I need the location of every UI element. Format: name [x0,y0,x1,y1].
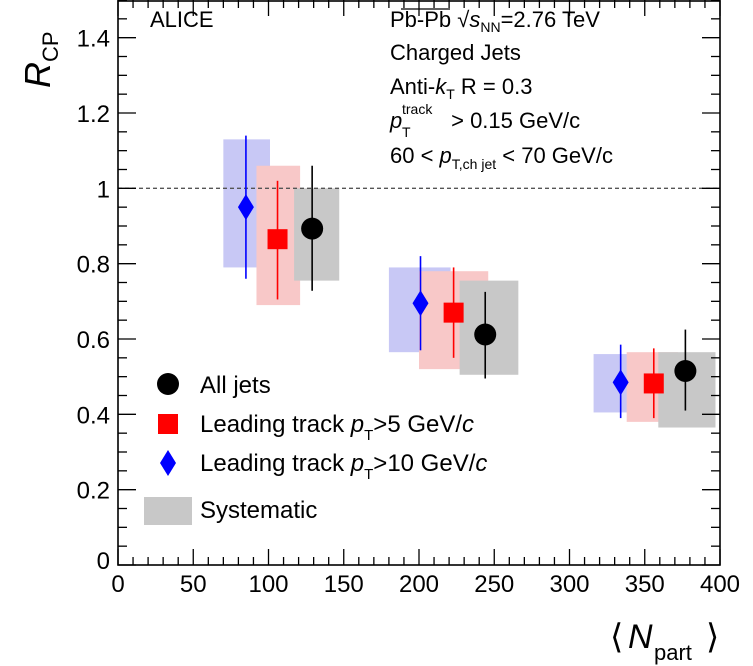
marker-leading10-1 [412,290,429,317]
y-axis-title-sub: CP [38,31,63,62]
sqrt-symbol: √ [457,7,470,32]
x-tick-label: 100 [248,571,288,598]
algo-pre: Anti- [390,74,435,99]
x-tick-label: 350 [625,571,665,598]
x-axis-title-rangle: ⟩ [706,618,719,656]
lt10-p: p [350,450,364,477]
marker-all-1 [474,323,497,346]
marker-leading5-2 [643,373,664,394]
legend: All jets Leading track pT>5 GeV/c Leadin… [144,372,487,525]
marker-leading5-1 [443,302,464,323]
y-tick-label: 0.4 [77,402,110,429]
lt10-pre: Leading track [200,450,351,477]
axis-ticks [117,0,721,566]
legend-marker-box [144,497,192,525]
lt5-c: c [462,411,474,438]
data-markers [237,194,697,396]
marker-leading10-0 [237,194,254,221]
x-tick-label: 200 [399,571,439,598]
x-tick-label: 300 [549,571,589,598]
legend-label-all-jets: All jets [200,372,271,399]
x-axis-title-sub: part [654,640,692,665]
y-tick-label: 0.6 [77,327,110,354]
collision-sub: NN [480,19,500,35]
legend-markers [144,373,192,525]
marker-all-2 [674,360,697,383]
x-tick-label: 150 [324,571,364,598]
algo-k: k [435,74,447,99]
collision-label: Pb-Pb √sNN=2.76 TeV [390,7,600,35]
y-axis-title-main: R [17,62,58,88]
jets-label: Charged Jets [390,40,521,65]
algo-sub: T [446,86,455,102]
lt10-c: c [475,450,487,477]
bin-post: < 70 GeV/c [496,143,613,168]
track-p-label: p [389,108,402,133]
lt5-sub: T [364,427,373,444]
legend-marker-square [158,414,178,434]
bin-label: 60 < pT,ch jet < 70 GeV/c [390,143,613,172]
marker-all-0 [301,217,324,240]
track-sub-label: T [402,124,411,140]
collision-s: s [469,7,480,32]
x-axis-title-main: N [628,618,653,656]
bin-p: p [439,143,452,168]
legend-label-leading5: Leading track pT>5 GeV/c [200,411,474,444]
y-axis-title: RCP [17,31,63,88]
lt5-pre: Leading track [200,411,351,438]
y-tick-label: 1 [97,176,110,203]
track-sup-label: track [402,101,433,117]
algorithm-label: Anti-kT R = 0.3 [390,74,532,102]
axis-tick-labels: 0 50 100 150 200 250 300 350 400 0 0.2 0.4 0.6 0.8 1 1.… [77,26,740,598]
x-axis-title-langle: ⟨ [610,618,623,656]
track-cut-label: > 0.15 GeV/c [445,108,580,133]
x-tick-label: 50 [180,571,207,598]
x-tick-label: 400 [700,571,740,598]
x-axis-title: ⟨ N part ⟩ [610,618,719,665]
algo-post: R = 0.3 [455,74,533,99]
y-tick-label: 1.4 [77,26,110,53]
y-tick-label: 1.2 [77,101,110,128]
collision-system: Pb-Pb [390,7,457,32]
bin-pre: 60 < [390,143,440,168]
x-tick-label: 250 [474,571,514,598]
marker-leading10-2 [612,369,629,396]
legend-marker-circle [157,373,179,395]
y-tick-label: 0.2 [77,478,110,505]
collision-energy: =2.76 TeV [501,7,601,32]
bin-sub: T,ch jet [452,156,496,172]
legend-label-leading10: Leading track pT>10 GeV/c [200,450,487,483]
x-tick-label: 0 [111,571,124,598]
y-tick-label: 0.8 [77,252,110,279]
lt5-post: >5 GeV/ [373,411,462,438]
marker-leading5-0 [267,229,288,250]
annotation-block: Pb-Pb √sNN=2.76 TeV Charged Jets Anti-kT… [389,7,613,172]
lt10-sub: T [364,466,373,483]
experiment-label: ALICE [150,7,214,32]
lt10-post: >10 GeV/ [373,450,475,477]
lt5-p: p [350,411,364,438]
legend-marker-diamond [160,450,176,476]
legend-label-systematic: Systematic [200,497,317,524]
y-tick-label: 0 [97,548,110,575]
